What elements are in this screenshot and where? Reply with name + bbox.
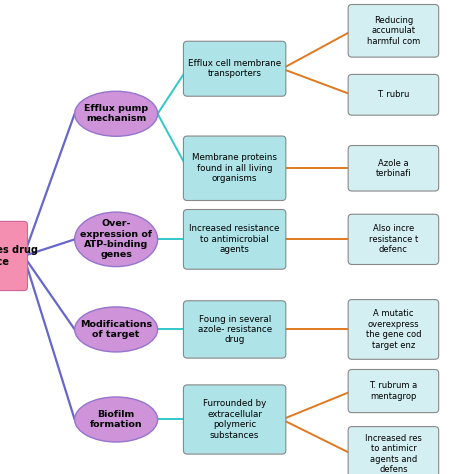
- FancyBboxPatch shape: [348, 5, 439, 57]
- FancyBboxPatch shape: [348, 370, 439, 412]
- Text: A mutatic
overexpress
the gene cod
target enz: A mutatic overexpress the gene cod targe…: [365, 310, 421, 349]
- FancyBboxPatch shape: [183, 301, 286, 358]
- Text: Efflux pump
mechanism: Efflux pump mechanism: [84, 104, 148, 123]
- Text: Membrane proteins
found in all living
organisms: Membrane proteins found in all living or…: [192, 154, 277, 183]
- FancyBboxPatch shape: [348, 214, 439, 264]
- Text: Also incre
resistance t
defenc: Also incre resistance t defenc: [369, 225, 418, 254]
- FancyBboxPatch shape: [183, 41, 286, 96]
- FancyBboxPatch shape: [348, 427, 439, 474]
- FancyBboxPatch shape: [183, 385, 286, 454]
- FancyBboxPatch shape: [0, 221, 27, 291]
- FancyBboxPatch shape: [183, 210, 286, 269]
- FancyBboxPatch shape: [348, 146, 439, 191]
- Text: T. rubrum a
mentagrop: T. rubrum a mentagrop: [369, 382, 418, 401]
- Text: Increased res
to antimicr
agents and
defens: Increased res to antimicr agents and def…: [365, 434, 422, 474]
- Text: Furrounded by
extracellular
polymeric
substances: Furrounded by extracellular polymeric su…: [203, 400, 266, 439]
- Text: T. rubru: T. rubru: [377, 91, 410, 99]
- Text: Over-
expression of
ATP-binding
genes: Over- expression of ATP-binding genes: [80, 219, 152, 259]
- Text: Dermatophytes drug
resistance: Dermatophytes drug resistance: [0, 245, 38, 267]
- FancyBboxPatch shape: [183, 136, 286, 201]
- FancyBboxPatch shape: [348, 300, 439, 359]
- Text: Modifications
of target: Modifications of target: [80, 320, 152, 339]
- Text: Azole a
terbinafi: Azole a terbinafi: [375, 159, 411, 178]
- Ellipse shape: [75, 307, 157, 352]
- Text: Biofilm
formation: Biofilm formation: [90, 410, 143, 429]
- Ellipse shape: [75, 212, 157, 266]
- Text: Increased resistance
to antimicrobial
agents: Increased resistance to antimicrobial ag…: [190, 225, 280, 254]
- Ellipse shape: [75, 397, 157, 442]
- Text: Reducing
accumulat
harmful com: Reducing accumulat harmful com: [367, 16, 420, 46]
- Text: Foung in several
azole- resistance
drug: Foung in several azole- resistance drug: [198, 315, 272, 344]
- Text: Efflux cell membrane
transporters: Efflux cell membrane transporters: [188, 59, 281, 78]
- FancyBboxPatch shape: [348, 74, 439, 115]
- Ellipse shape: [75, 91, 157, 137]
